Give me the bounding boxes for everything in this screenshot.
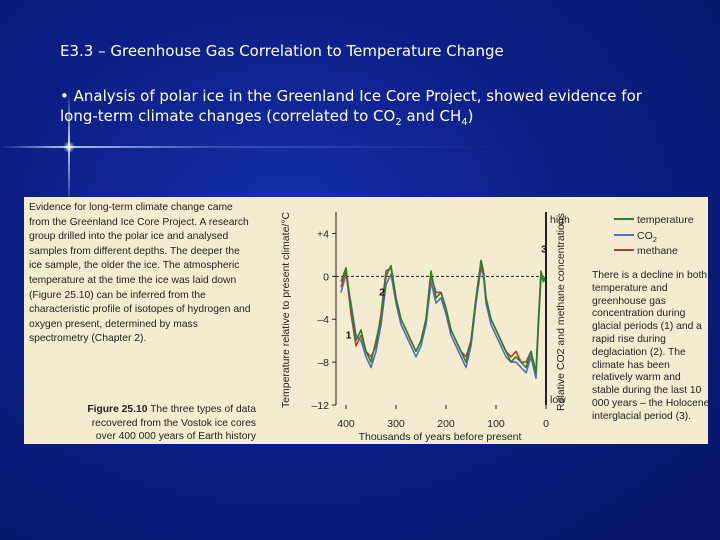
bullet-text-start: • Analysis of polar ice in the Greenland… (60, 87, 642, 125)
legend-co2-main: CO (637, 230, 653, 242)
x-tick-label: 200 (437, 418, 455, 430)
y2-low-label: low (550, 394, 566, 406)
y-tick-label: –4 (317, 314, 329, 326)
annotation-label: 3 (541, 244, 547, 256)
x-axis-label: Thousands of years before present (359, 431, 522, 443)
annotation-label: 2 (379, 287, 385, 299)
slide-title: E3.3 – Greenhouse Gas Correlation to Tem… (60, 42, 504, 60)
y2-axis-label: Relative CO2 and methane concentrations (555, 213, 567, 411)
legend-co2-sub: 2 (653, 235, 657, 244)
lens-flare-horizontal (0, 146, 720, 148)
x-ticks: 400 300 200 100 0 (337, 405, 549, 430)
legend-co2-label: CO2 (637, 230, 657, 244)
figure-caption: Figure 25.10 The three types of data rec… (78, 403, 256, 444)
x-tick-label: 100 (487, 418, 505, 430)
legend-temperature-label: temperature (637, 214, 694, 226)
annotations: 1 2 3 (346, 244, 548, 342)
annotation-label: 1 (346, 330, 352, 342)
legend-methane-label: methane (637, 245, 678, 257)
series-lines (340, 259, 547, 379)
lens-flare-center (63, 141, 75, 153)
ch4-subscript: 4 (461, 117, 468, 128)
panel-right-text: There is a decline in both temperature a… (592, 270, 710, 422)
x-tick-label: 300 (387, 418, 405, 430)
bullet-text-end: ) (467, 107, 474, 125)
series-temperature-line (340, 259, 547, 374)
x-tick-label: 400 (337, 418, 355, 430)
slide-bullet: • Analysis of polar ice in the Greenland… (60, 86, 680, 133)
caption-text: The three types of data recovered from t… (91, 404, 256, 442)
series-co2-line (340, 267, 547, 379)
caption-label: Figure 25.10 (87, 404, 148, 415)
co2-subscript: 2 (395, 117, 402, 128)
figure-panel (24, 197, 708, 444)
panel-left-text: Evidence for long-term climate change ca… (29, 202, 251, 345)
bullet-text-mid: and CH (401, 107, 462, 125)
x-tick-label: 0 (543, 418, 549, 430)
y-tick-label: +4 (317, 228, 329, 240)
y-axis-label: Temperature relative to present climate/… (280, 211, 292, 408)
y2-high-label: high (550, 214, 570, 226)
y-tick-label: –8 (317, 357, 329, 369)
y-ticks: +4 0 –4 –8 –12 (311, 228, 336, 412)
y-tick-label: 0 (323, 271, 329, 283)
y-tick-label: –12 (311, 400, 329, 412)
legend: temperature CO2 methane (614, 214, 694, 257)
